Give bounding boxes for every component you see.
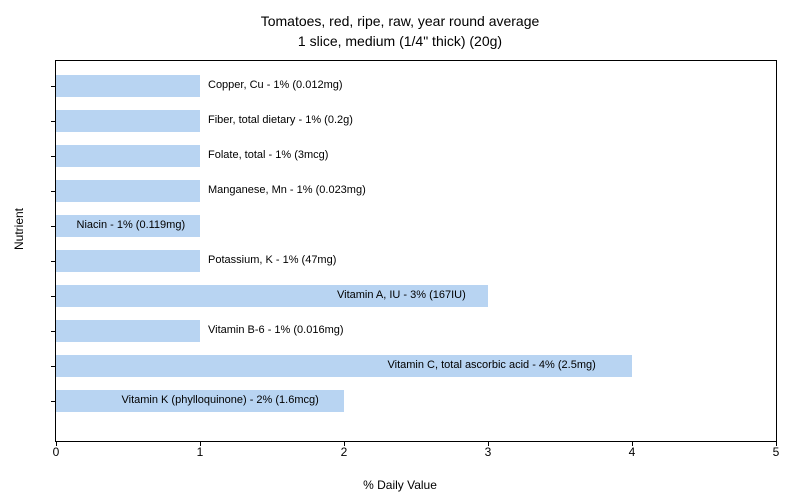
y-tick-mark bbox=[51, 261, 56, 262]
plot-area: Copper, Cu - 1% (0.012mg) Fiber, total di… bbox=[55, 60, 777, 442]
bar bbox=[56, 320, 200, 342]
bar-label: Vitamin A, IU - 3% (167IU) bbox=[337, 289, 466, 301]
x-tick-label: 5 bbox=[773, 445, 780, 459]
bar bbox=[56, 250, 200, 272]
x-tick-label: 4 bbox=[629, 445, 636, 459]
title-line-1: Tomatoes, red, ripe, raw, year round ave… bbox=[0, 12, 800, 32]
bar-label: Vitamin C, total ascorbic acid - 4% (2.5… bbox=[388, 359, 596, 371]
bar bbox=[56, 75, 200, 97]
bar-label: Vitamin B-6 - 1% (0.016mg) bbox=[208, 324, 344, 336]
x-tick-label: 0 bbox=[53, 445, 60, 459]
y-tick-mark bbox=[51, 401, 56, 402]
y-axis-label: Nutrient bbox=[12, 208, 26, 250]
bar-label: Manganese, Mn - 1% (0.023mg) bbox=[208, 184, 366, 196]
y-tick-mark bbox=[51, 366, 56, 367]
bar bbox=[56, 180, 200, 202]
chart-title: Tomatoes, red, ripe, raw, year round ave… bbox=[0, 0, 800, 51]
bar-label: Fiber, total dietary - 1% (0.2g) bbox=[208, 114, 353, 126]
bar-label: Folate, total - 1% (3mcg) bbox=[208, 149, 328, 161]
x-tick-label: 2 bbox=[341, 445, 348, 459]
bar-label: Copper, Cu - 1% (0.012mg) bbox=[208, 79, 343, 91]
y-tick-mark bbox=[51, 296, 56, 297]
y-tick-mark bbox=[51, 226, 56, 227]
bar-label: Potassium, K - 1% (47mg) bbox=[208, 254, 336, 266]
y-tick-mark bbox=[51, 86, 56, 87]
nutrition-chart: Tomatoes, red, ripe, raw, year round ave… bbox=[0, 0, 800, 500]
x-axis-label: % Daily Value bbox=[0, 478, 800, 492]
bar bbox=[56, 110, 200, 132]
y-tick-mark bbox=[51, 156, 56, 157]
bar-label: Niacin - 1% (0.119mg) bbox=[77, 219, 186, 231]
x-tick-label: 3 bbox=[485, 445, 492, 459]
title-line-2: 1 slice, medium (1/4" thick) (20g) bbox=[0, 32, 800, 52]
y-tick-mark bbox=[51, 331, 56, 332]
x-tick-label: 1 bbox=[197, 445, 204, 459]
y-tick-mark bbox=[51, 121, 56, 122]
bar bbox=[56, 145, 200, 167]
y-tick-mark bbox=[51, 191, 56, 192]
bar-label: Vitamin K (phylloquinone) - 2% (1.6mcg) bbox=[122, 394, 319, 406]
